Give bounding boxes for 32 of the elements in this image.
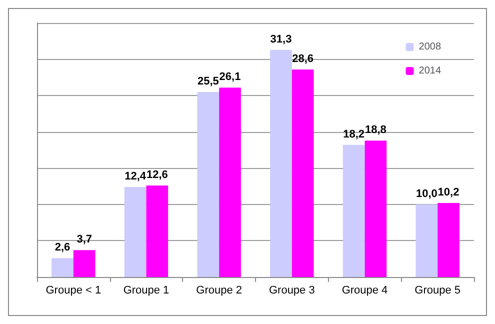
bar — [292, 69, 314, 277]
x-tick-label: Groupe 3 — [268, 284, 315, 296]
x-tick-label: Groupe < 1 — [46, 284, 102, 296]
data-label: 31,3 — [270, 33, 292, 46]
bar — [197, 92, 220, 277]
x-tick-label: Groupe 4 — [342, 284, 388, 296]
bar — [270, 50, 292, 277]
bar — [438, 202, 460, 277]
data-label: 25,5 — [197, 75, 219, 88]
data-label: 12,6 — [146, 169, 168, 182]
data-label: 18,8 — [364, 124, 386, 136]
data-label: 18,2 — [343, 128, 365, 140]
bar — [342, 144, 365, 277]
legend-label: 2008 — [418, 42, 442, 52]
data-label: 10,2 — [438, 186, 460, 198]
data-label: 26,1 — [219, 71, 241, 84]
bar — [52, 258, 74, 277]
bar — [73, 250, 96, 277]
x-tick-label: Groupe 2 — [196, 284, 242, 296]
bar — [219, 88, 241, 277]
data-label: 10,0 — [416, 188, 438, 200]
data-label: 2,6 — [54, 242, 70, 254]
data-label: 3,7 — [76, 234, 92, 246]
x-tick-label: Groupe 5 — [414, 284, 461, 296]
x-tick-label: Groupe 1 — [123, 284, 170, 296]
bar — [146, 186, 168, 277]
bar — [124, 187, 146, 277]
data-label: 28,6 — [292, 52, 314, 65]
legend-label: 2014 — [418, 66, 442, 76]
bar — [416, 204, 438, 277]
bar — [364, 140, 387, 277]
data-label: 12,4 — [124, 170, 147, 183]
